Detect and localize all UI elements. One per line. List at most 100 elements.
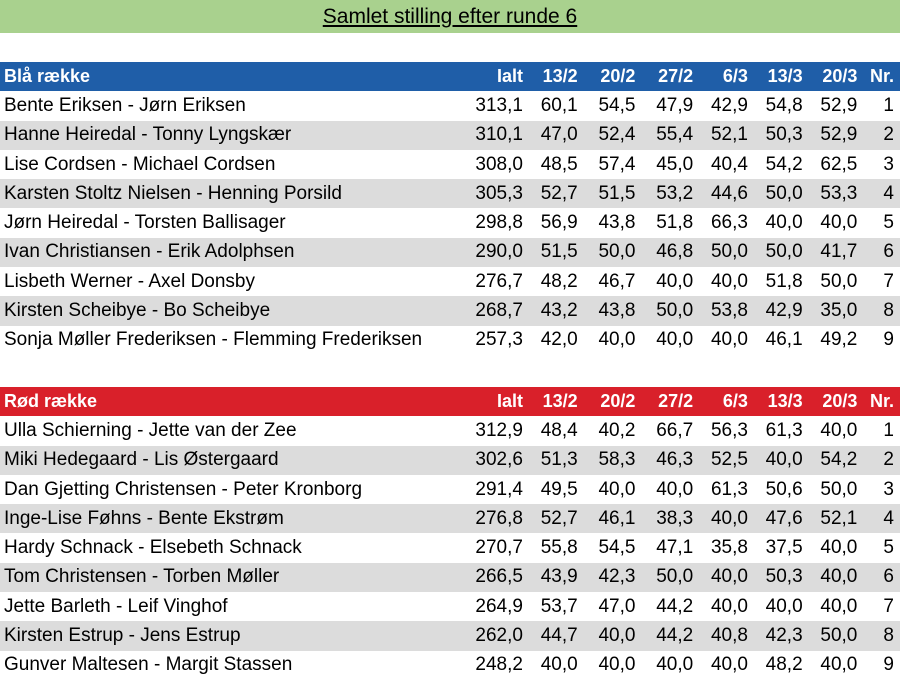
score-round-4: 53,8 xyxy=(710,300,748,322)
score-round-6: 50,0 xyxy=(820,625,858,647)
score-round-6: 40,0 xyxy=(820,212,858,234)
group-name: Blå række xyxy=(4,66,91,87)
score-round-2: 50,0 xyxy=(598,241,636,263)
score-round-4: 40,0 xyxy=(710,566,748,588)
table-row: Kirsten Scheibye - Bo Scheibye 268,7 43,2 4… xyxy=(0,296,900,326)
table-row: Jørn Heiredal - Torsten Ballisager 298,8 5… xyxy=(0,208,900,237)
pair-name: Gunver Maltesen - Margit Stassen xyxy=(4,654,293,676)
score-round-5: 50,3 xyxy=(765,124,803,146)
rank: 2 xyxy=(883,449,894,471)
score-round-2: 54,5 xyxy=(598,94,636,116)
score-round-6: 53,3 xyxy=(820,182,858,204)
score-round-2: 40,0 xyxy=(598,654,636,676)
score-round-4: 44,6 xyxy=(710,182,748,204)
rank: 9 xyxy=(883,654,894,676)
table-row: Gunver Maltesen - Margit Stassen 248,2 40,… xyxy=(0,651,900,680)
score-round-1: 51,3 xyxy=(540,449,578,471)
rank: 5 xyxy=(883,212,894,234)
header-round-4: 6/3 xyxy=(722,391,748,412)
rank: 2 xyxy=(883,124,894,146)
rank: 7 xyxy=(883,595,894,617)
score-round-4: 40,0 xyxy=(710,270,748,292)
score-round-1: 43,2 xyxy=(540,300,578,322)
header-rank: Nr. xyxy=(869,66,894,87)
table-row: Hardy Schnack - Elsebeth Schnack 270,7 55,… xyxy=(0,533,900,562)
pair-name: Hardy Schnack - Elsebeth Schnack xyxy=(4,537,302,559)
score-round-2: 42,3 xyxy=(598,566,636,588)
score-round-6: 35,0 xyxy=(820,300,858,322)
score-round-4: 40,0 xyxy=(710,654,748,676)
pair-name: Dan Gjetting Christensen - Peter Kronbor… xyxy=(4,478,363,500)
group-name: Rød række xyxy=(4,391,98,412)
score-round-6: 54,2 xyxy=(820,449,858,471)
table-row: Kirsten Estrup - Jens Estrup 262,0 44,7 40,… xyxy=(0,621,900,651)
score-round-5: 46,1 xyxy=(765,329,803,351)
pair-name: Lisbeth Werner - Axel Donsby xyxy=(4,270,255,292)
table-row: Hanne Heiredal - Tonny Lyngskær 310,1 47,0… xyxy=(0,120,900,150)
score-round-5: 61,3 xyxy=(765,419,803,441)
score-round-1: 44,7 xyxy=(540,625,578,647)
score-round-3: 55,4 xyxy=(656,124,694,146)
score-round-1: 55,8 xyxy=(540,537,578,559)
total-score: 305,3 xyxy=(475,182,523,204)
page-title: Samlet stilling efter runde 6 xyxy=(0,0,900,33)
score-round-3: 45,0 xyxy=(656,153,694,175)
score-round-3: 51,8 xyxy=(656,212,694,234)
header-total: Ialt xyxy=(496,66,523,87)
table-header: Blå række Ialt 13/2 20/2 27/2 6/3 13/3 2… xyxy=(0,62,900,92)
score-round-3: 66,7 xyxy=(656,419,694,441)
header-round-3: 27/2 xyxy=(658,66,694,87)
header-round-5: 13/3 xyxy=(767,66,803,87)
total-score: 262,0 xyxy=(475,625,523,647)
score-round-4: 42,9 xyxy=(710,94,748,116)
total-score: 310,1 xyxy=(475,124,523,146)
score-round-3: 47,9 xyxy=(656,94,694,116)
score-round-3: 50,0 xyxy=(656,566,694,588)
score-round-6: 41,7 xyxy=(820,241,858,263)
score-round-3: 40,0 xyxy=(656,654,694,676)
pair-name: Karsten Stoltz Nielsen - Henning Porsild xyxy=(4,182,342,204)
total-score: 291,4 xyxy=(475,478,523,500)
pair-name: Kirsten Scheibye - Bo Scheibye xyxy=(4,300,271,322)
total-score: 268,7 xyxy=(475,300,523,322)
score-round-6: 40,0 xyxy=(820,419,858,441)
total-score: 257,3 xyxy=(475,329,523,351)
rank: 5 xyxy=(883,537,894,559)
score-round-2: 52,4 xyxy=(598,124,636,146)
pair-name: Kirsten Estrup - Jens Estrup xyxy=(4,625,241,647)
score-round-1: 51,5 xyxy=(540,241,578,263)
pair-name: Hanne Heiredal - Tonny Lyngskær xyxy=(4,124,292,146)
score-round-6: 52,1 xyxy=(820,507,858,529)
score-round-4: 40,0 xyxy=(710,595,748,617)
total-score: 266,5 xyxy=(475,566,523,588)
header-round-1: 13/2 xyxy=(542,391,578,412)
score-round-3: 38,3 xyxy=(656,507,694,529)
header-total: Ialt xyxy=(496,391,523,412)
score-round-4: 61,3 xyxy=(710,478,748,500)
score-round-5: 42,3 xyxy=(765,625,803,647)
score-round-6: 52,9 xyxy=(820,124,858,146)
pair-name: Ivan Christiansen - Erik Adolphsen xyxy=(4,241,295,263)
score-round-3: 44,2 xyxy=(656,625,694,647)
table-body: Ulla Schierning - Jette van der Zee 312,9… xyxy=(0,416,900,680)
score-round-6: 50,0 xyxy=(820,478,858,500)
score-round-4: 50,0 xyxy=(710,241,748,263)
score-round-5: 42,9 xyxy=(765,300,803,322)
pair-name: Inge-Lise Føhns - Bente Ekstrøm xyxy=(4,507,284,529)
score-round-4: 40,0 xyxy=(710,329,748,351)
score-round-1: 43,9 xyxy=(540,566,578,588)
blue-row-table: Blå række Ialt 13/2 20/2 27/2 6/3 13/3 2… xyxy=(0,62,900,355)
table-row: Lisbeth Werner - Axel Donsby 276,7 48,2 46,… xyxy=(0,267,900,296)
score-round-1: 48,2 xyxy=(540,270,578,292)
score-round-1: 42,0 xyxy=(540,329,578,351)
pair-name: Sonja Møller Frederiksen - Flemming Fred… xyxy=(4,329,423,351)
score-round-3: 46,8 xyxy=(656,241,694,263)
header-rank: Nr. xyxy=(869,391,894,412)
rank: 7 xyxy=(883,270,894,292)
score-round-6: 40,0 xyxy=(820,537,858,559)
score-round-1: 49,5 xyxy=(540,478,578,500)
score-round-1: 47,0 xyxy=(540,124,578,146)
rank: 1 xyxy=(883,419,894,441)
score-round-2: 58,3 xyxy=(598,449,636,471)
score-round-2: 40,2 xyxy=(598,419,636,441)
